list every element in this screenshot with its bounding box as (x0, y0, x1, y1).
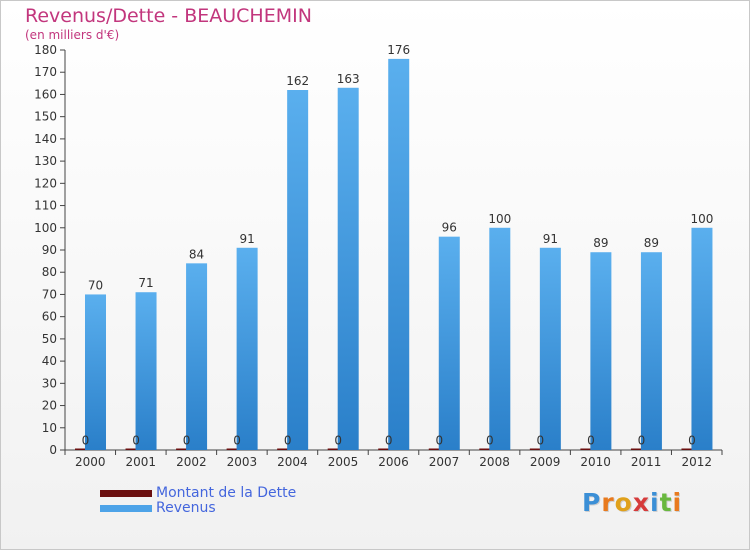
data-label-dette: 0 (82, 434, 90, 448)
y-tick-label: 160 (34, 87, 57, 101)
data-label-revenus: 70 (88, 278, 103, 292)
bars (75, 58, 713, 451)
data-label-dette: 0 (284, 434, 292, 448)
data-label-revenus: 84 (189, 247, 204, 261)
data-label-revenus: 100 (488, 212, 511, 226)
bar-revenus (691, 227, 713, 450)
y-tick-label: 180 (34, 43, 57, 57)
logo-letter: i (650, 488, 660, 517)
x-tick-label: 2009 (530, 455, 561, 469)
y-tick-label: 140 (34, 132, 57, 146)
logo-letter: o (614, 488, 633, 517)
y-tick-label: 170 (34, 65, 57, 79)
data-label-dette: 0 (183, 434, 191, 448)
legend-swatch-dette (100, 490, 152, 497)
y-tick-label: 60 (42, 310, 57, 324)
bar-revenus (287, 90, 309, 450)
y-tick-label: 100 (34, 221, 57, 235)
data-label-revenus: 100 (691, 212, 714, 226)
x-tick-label: 2002 (176, 455, 207, 469)
x-axis: 2000 2001 2002 2003 2004 2005 2006 2007 2008 2009… (64, 449, 723, 469)
data-labels: 0 70 0 71 0 84 0 91 0 162 0 163 0 176 0 96 0 100 0 91 0 89 0 89… (82, 43, 714, 448)
y-tick-label: 120 (34, 176, 57, 190)
y-tick-label: 70 (42, 287, 57, 301)
data-label-dette: 0 (537, 434, 545, 448)
data-label-revenus: 71 (138, 276, 153, 290)
data-label-dette: 0 (233, 434, 241, 448)
x-tick-label: 2012 (681, 455, 712, 469)
y-tick-label: 10 (42, 421, 57, 435)
y-axis: 0 10 20 30 40 50 60 70 80 90 100 110 120 130 140 150 160… (34, 43, 66, 457)
bar-revenus (489, 227, 511, 450)
data-label-dette: 0 (688, 434, 696, 448)
y-tick-label: 30 (42, 376, 57, 390)
bar-revenus (388, 58, 410, 451)
bar-revenus (640, 252, 662, 450)
data-label-dette: 0 (132, 434, 140, 448)
data-label-dette: 0 (435, 434, 443, 448)
bar-revenus (236, 247, 258, 450)
data-label-revenus: 89 (593, 236, 608, 250)
y-tick-label: 0 (49, 443, 57, 457)
y-tick-label: 130 (34, 154, 57, 168)
bar-revenus (590, 252, 612, 450)
y-tick-label: 150 (34, 110, 57, 124)
chart-subtitle: (en milliers d'€) (25, 28, 120, 42)
bar-revenus (539, 247, 561, 450)
y-tick-label: 80 (42, 265, 57, 279)
y-tick-label: 110 (34, 199, 57, 213)
data-label-revenus: 162 (286, 74, 309, 88)
x-tick-label: 2007 (429, 455, 460, 469)
proxiti-logo: Proxiti (582, 488, 682, 517)
legend-label-revenus: Revenus (156, 500, 216, 516)
x-tick-label: 2010 (580, 455, 611, 469)
legend-swatch-revenus (100, 505, 152, 512)
logo-letter: P (582, 488, 602, 517)
x-tick-label: 2011 (631, 455, 662, 469)
y-tick-label: 40 (42, 354, 57, 368)
bar-revenus (135, 292, 157, 450)
data-label-revenus: 163 (337, 72, 360, 86)
data-label-dette: 0 (587, 434, 595, 448)
bar-revenus (337, 87, 359, 451)
data-label-revenus: 91 (543, 232, 558, 246)
logo-letter: i (672, 488, 683, 517)
x-tick-label: 2006 (378, 455, 409, 469)
logo-letter: x (632, 488, 650, 517)
x-tick-label: 2000 (75, 455, 106, 469)
y-tick-label: 20 (42, 399, 57, 413)
bar-revenus (186, 263, 208, 450)
y-tick-label: 50 (42, 332, 57, 346)
data-label-revenus: 176 (387, 43, 410, 57)
data-label-dette: 0 (334, 434, 342, 448)
data-label-revenus: 96 (442, 221, 457, 235)
x-tick-label: 2004 (277, 455, 308, 469)
chart-title: Revenus/Dette - BEAUCHEMIN (25, 5, 312, 27)
x-tick-label: 2008 (479, 455, 510, 469)
data-label-dette: 0 (638, 434, 646, 448)
data-label-dette: 0 (486, 434, 494, 448)
x-tick-label: 2005 (328, 455, 359, 469)
logo-letter: r (601, 488, 615, 517)
data-label-dette: 0 (385, 434, 393, 448)
logo-letter: t (659, 488, 673, 517)
bar-revenus (85, 294, 106, 450)
data-label-revenus: 89 (644, 236, 659, 250)
legend-label-dette: Montant de la Dette (156, 485, 297, 501)
x-tick-label: 2003 (227, 455, 258, 469)
y-tick-label: 90 (42, 243, 57, 257)
data-label-revenus: 91 (239, 232, 254, 246)
bar-revenus (438, 236, 460, 450)
x-tick-label: 2001 (126, 455, 157, 469)
